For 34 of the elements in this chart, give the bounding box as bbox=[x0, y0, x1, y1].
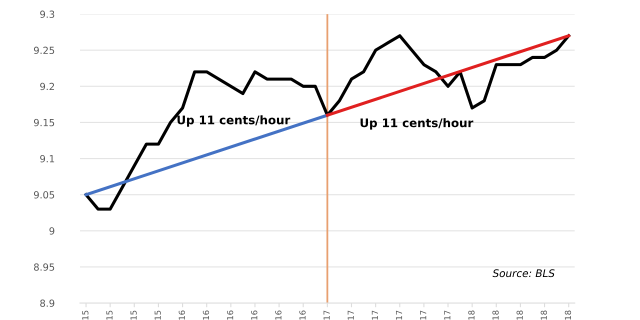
y-tick-label: 9.2 bbox=[40, 82, 54, 90]
y-tick-label: 9.15 bbox=[34, 118, 54, 126]
x-tick-label: 16 bbox=[226, 310, 234, 320]
x-tick-label: 17 bbox=[444, 310, 450, 320]
x-tick-label: 18 bbox=[540, 310, 547, 320]
x-tick-label: 16 bbox=[299, 310, 306, 320]
annotation: Up 11 cents/hour bbox=[178, 115, 290, 127]
x-tick-label: 18 bbox=[516, 310, 523, 320]
y-tick-label: 9.3 bbox=[40, 10, 54, 18]
y-tick-label: 9.05 bbox=[34, 191, 54, 199]
annotation: Source: BLS bbox=[492, 269, 555, 278]
x-tick-label: 17 bbox=[396, 310, 402, 320]
y-tick-label: 8.95 bbox=[34, 263, 54, 271]
x-tick-label: 17 bbox=[372, 310, 378, 320]
x-tick-label: 17 bbox=[324, 310, 330, 320]
x-tick-label: 18 bbox=[492, 310, 499, 320]
x-tick-label: 15 bbox=[82, 310, 88, 320]
line-series bbox=[84, 34, 570, 211]
x-tick-label: 16 bbox=[178, 310, 185, 320]
x-tick-label: 16 bbox=[275, 310, 282, 320]
x-tick-label: 16 bbox=[251, 310, 258, 320]
x-tick-label: 17 bbox=[348, 310, 354, 320]
x-tick-label: 18 bbox=[468, 310, 475, 320]
x-tick-label: 15 bbox=[130, 310, 137, 320]
x-tick-label: 15 bbox=[154, 310, 161, 320]
y-tick-label: 9.25 bbox=[34, 46, 54, 54]
y-tick-label: 9 bbox=[49, 227, 54, 235]
y-tick-label: 9.1 bbox=[40, 155, 54, 162]
x-tick-label: 16 bbox=[202, 310, 210, 320]
x-tick-label: 15 bbox=[106, 310, 113, 320]
annotation: Up 11 cents/hour bbox=[360, 118, 474, 130]
y-tick-label: 8.9 bbox=[40, 300, 54, 307]
x-tick-label: 17 bbox=[420, 310, 426, 320]
x-tick-label: 18 bbox=[564, 310, 572, 320]
